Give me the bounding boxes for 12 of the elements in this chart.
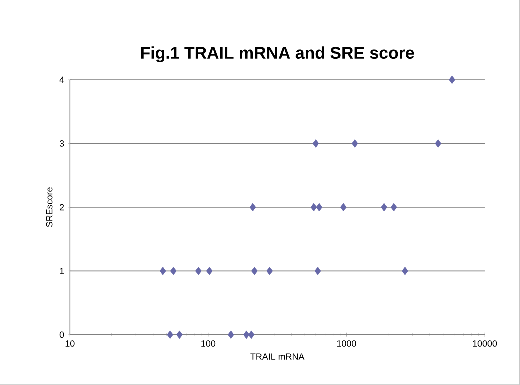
x-tick-label: 10000 <box>473 340 498 347</box>
x-tick-label: 100 <box>202 340 216 347</box>
x-tick-label: 10 <box>66 340 75 347</box>
chart-title: Fig.1 TRAIL mRNA and SRE score <box>141 46 414 62</box>
y-tick-label: 2 <box>60 204 64 211</box>
y-tick-label: 1 <box>60 268 64 274</box>
y-tick-label: 3 <box>60 140 64 147</box>
x-tick-label: 1000 <box>337 340 356 347</box>
x-axis-title: TRAIL mRNA <box>250 354 305 360</box>
y-tick-label: 4 <box>60 76 64 84</box>
y-tick-label: 0 <box>60 332 64 338</box>
y-axis-title: SREscore <box>46 188 53 228</box>
